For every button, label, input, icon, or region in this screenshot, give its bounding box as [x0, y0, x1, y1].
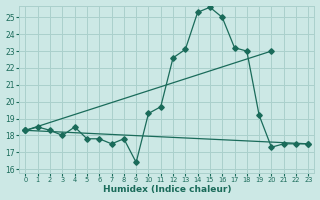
- X-axis label: Humidex (Indice chaleur): Humidex (Indice chaleur): [103, 185, 231, 194]
